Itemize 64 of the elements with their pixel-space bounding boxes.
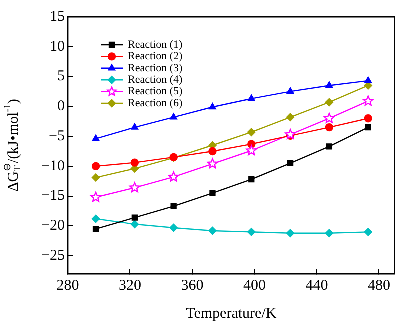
legend-label: Reaction (2) bbox=[128, 50, 184, 63]
point bbox=[92, 214, 100, 224]
point bbox=[170, 113, 178, 120]
point bbox=[208, 147, 217, 156]
point bbox=[92, 134, 100, 142]
point bbox=[209, 103, 216, 110]
point bbox=[248, 228, 256, 236]
legend-label: Reaction (4) bbox=[128, 74, 184, 86]
point bbox=[130, 182, 140, 193]
point bbox=[326, 144, 333, 150]
point bbox=[364, 114, 372, 123]
y-tick-label: −15 bbox=[42, 188, 65, 204]
point bbox=[168, 172, 180, 182]
y-tick-label: −25 bbox=[42, 248, 65, 264]
legend-label: Reaction (3) bbox=[128, 62, 184, 74]
point bbox=[286, 88, 294, 94]
point bbox=[325, 229, 334, 238]
x-tick-label: 320 bbox=[119, 278, 142, 294]
point bbox=[365, 124, 372, 131]
y-tick-label: 5 bbox=[58, 68, 65, 85]
point bbox=[92, 162, 100, 171]
legend-label: Reaction (5) bbox=[128, 86, 184, 98]
y-tick-label: 0 bbox=[58, 98, 65, 115]
point bbox=[364, 76, 372, 84]
point bbox=[130, 220, 140, 228]
point bbox=[287, 160, 294, 167]
x-tick-label: 280 bbox=[56, 278, 80, 294]
point bbox=[324, 113, 335, 124]
y-axis-title: ΔGT⊖/(kJ•mol-1) bbox=[2, 99, 24, 192]
point bbox=[92, 174, 100, 182]
y-tick-label: −10 bbox=[42, 158, 65, 174]
point bbox=[248, 176, 255, 183]
point bbox=[130, 158, 140, 167]
point bbox=[362, 96, 374, 106]
x-tick-label: 360 bbox=[181, 278, 204, 294]
point bbox=[286, 113, 295, 122]
point bbox=[208, 226, 217, 236]
point bbox=[326, 82, 334, 88]
legend-label: Reaction (1) bbox=[128, 38, 184, 51]
point bbox=[248, 128, 256, 136]
y-tick-label: 15 bbox=[50, 8, 65, 25]
point bbox=[364, 228, 372, 236]
point bbox=[286, 229, 295, 238]
point bbox=[325, 98, 334, 107]
point bbox=[131, 123, 139, 130]
point bbox=[207, 158, 218, 169]
point bbox=[90, 192, 102, 202]
point bbox=[246, 145, 257, 156]
x-tick-label: 440 bbox=[306, 278, 328, 294]
y-tick-label: −5 bbox=[49, 128, 65, 144]
point bbox=[92, 226, 100, 232]
y-tick-label: 10 bbox=[50, 38, 65, 55]
point bbox=[248, 94, 256, 102]
point bbox=[170, 203, 177, 210]
x-tick-label: 400 bbox=[243, 278, 266, 294]
y-tick-label: −20 bbox=[42, 218, 65, 234]
legend-label: Reaction (6) bbox=[128, 97, 184, 110]
point bbox=[285, 129, 296, 140]
x-axis-title: Temperature/K bbox=[186, 306, 277, 322]
point bbox=[210, 190, 216, 196]
point bbox=[170, 224, 178, 232]
point bbox=[132, 214, 138, 221]
x-tick-label: 480 bbox=[368, 278, 390, 294]
point bbox=[325, 123, 334, 132]
